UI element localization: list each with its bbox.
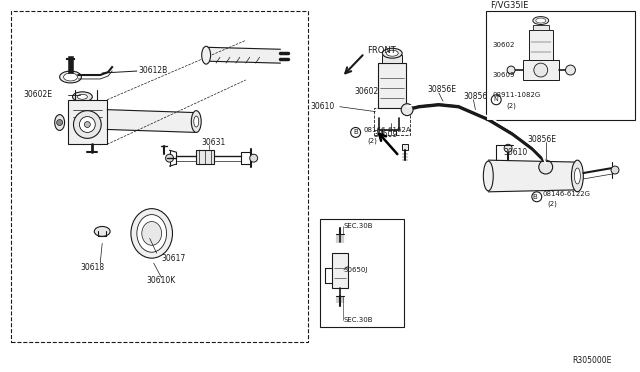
Circle shape bbox=[539, 160, 553, 174]
Polygon shape bbox=[488, 160, 577, 192]
Ellipse shape bbox=[533, 17, 548, 25]
Bar bbox=[196, 150, 214, 164]
Text: 08146-6122G: 08146-6122G bbox=[543, 191, 591, 197]
Circle shape bbox=[507, 66, 515, 74]
Ellipse shape bbox=[202, 46, 211, 64]
Text: B: B bbox=[353, 129, 358, 135]
Text: 30856E: 30856E bbox=[528, 135, 557, 144]
Circle shape bbox=[611, 166, 619, 174]
Bar bbox=[378, 63, 406, 108]
Ellipse shape bbox=[572, 160, 583, 192]
Text: 30650J: 30650J bbox=[344, 267, 368, 273]
Text: 30609: 30609 bbox=[492, 72, 515, 78]
Ellipse shape bbox=[382, 48, 402, 58]
Polygon shape bbox=[206, 47, 280, 63]
Ellipse shape bbox=[63, 73, 77, 81]
Text: 08911-1082G: 08911-1082G bbox=[492, 92, 541, 98]
Circle shape bbox=[532, 192, 541, 202]
Text: 30856: 30856 bbox=[463, 92, 488, 101]
Text: R305000E: R305000E bbox=[572, 356, 612, 365]
Text: 30610: 30610 bbox=[310, 102, 334, 111]
Bar bbox=[374, 108, 410, 135]
Circle shape bbox=[250, 154, 258, 162]
Ellipse shape bbox=[54, 115, 65, 131]
Text: 08166-6162A: 08166-6162A bbox=[364, 128, 411, 134]
Bar bbox=[320, 219, 404, 327]
Text: 30610: 30610 bbox=[503, 148, 527, 157]
Circle shape bbox=[166, 154, 173, 162]
Ellipse shape bbox=[483, 161, 493, 191]
Bar bbox=[68, 100, 107, 144]
Circle shape bbox=[504, 144, 512, 152]
Circle shape bbox=[566, 65, 575, 75]
Ellipse shape bbox=[142, 221, 162, 245]
Text: B: B bbox=[532, 194, 537, 200]
Ellipse shape bbox=[77, 94, 87, 99]
Circle shape bbox=[534, 63, 548, 77]
Bar bbox=[11, 11, 308, 342]
Text: 30602: 30602 bbox=[355, 87, 379, 96]
Text: 30856E: 30856E bbox=[427, 85, 456, 94]
Text: F/VG35IE: F/VG35IE bbox=[490, 0, 529, 9]
Text: (2): (2) bbox=[548, 201, 557, 207]
Ellipse shape bbox=[536, 18, 546, 23]
Bar bbox=[486, 11, 635, 119]
Bar bbox=[529, 31, 553, 60]
Ellipse shape bbox=[72, 92, 92, 102]
Circle shape bbox=[401, 104, 413, 116]
Ellipse shape bbox=[194, 116, 199, 127]
Text: N: N bbox=[494, 97, 499, 102]
Circle shape bbox=[57, 119, 63, 125]
Text: 30618: 30618 bbox=[81, 263, 104, 272]
Circle shape bbox=[74, 110, 101, 138]
Ellipse shape bbox=[94, 227, 110, 236]
Text: 30602E: 30602E bbox=[23, 90, 52, 99]
Text: SEC.30B: SEC.30B bbox=[344, 317, 373, 323]
Ellipse shape bbox=[387, 50, 398, 56]
Bar bbox=[382, 55, 402, 63]
Circle shape bbox=[84, 122, 90, 128]
Ellipse shape bbox=[191, 110, 201, 132]
Text: SEC.30B: SEC.30B bbox=[344, 224, 373, 230]
Text: 30612B: 30612B bbox=[139, 65, 168, 74]
Ellipse shape bbox=[131, 209, 173, 258]
Circle shape bbox=[351, 128, 360, 137]
Text: 30609: 30609 bbox=[374, 130, 398, 139]
Text: FRONT: FRONT bbox=[367, 46, 396, 55]
Bar bbox=[533, 25, 548, 31]
Circle shape bbox=[79, 116, 95, 132]
Bar bbox=[332, 253, 348, 288]
Bar bbox=[402, 144, 408, 150]
Text: 30610K: 30610K bbox=[147, 276, 176, 285]
Bar bbox=[523, 60, 559, 80]
Ellipse shape bbox=[60, 71, 81, 83]
Ellipse shape bbox=[137, 215, 166, 252]
Circle shape bbox=[492, 95, 501, 105]
Polygon shape bbox=[107, 110, 196, 132]
Text: (2): (2) bbox=[506, 102, 516, 109]
Text: 30617: 30617 bbox=[162, 254, 186, 263]
Ellipse shape bbox=[575, 168, 580, 184]
Text: (2): (2) bbox=[367, 137, 378, 144]
Text: 30631: 30631 bbox=[201, 138, 225, 147]
Text: 30602: 30602 bbox=[492, 42, 515, 48]
